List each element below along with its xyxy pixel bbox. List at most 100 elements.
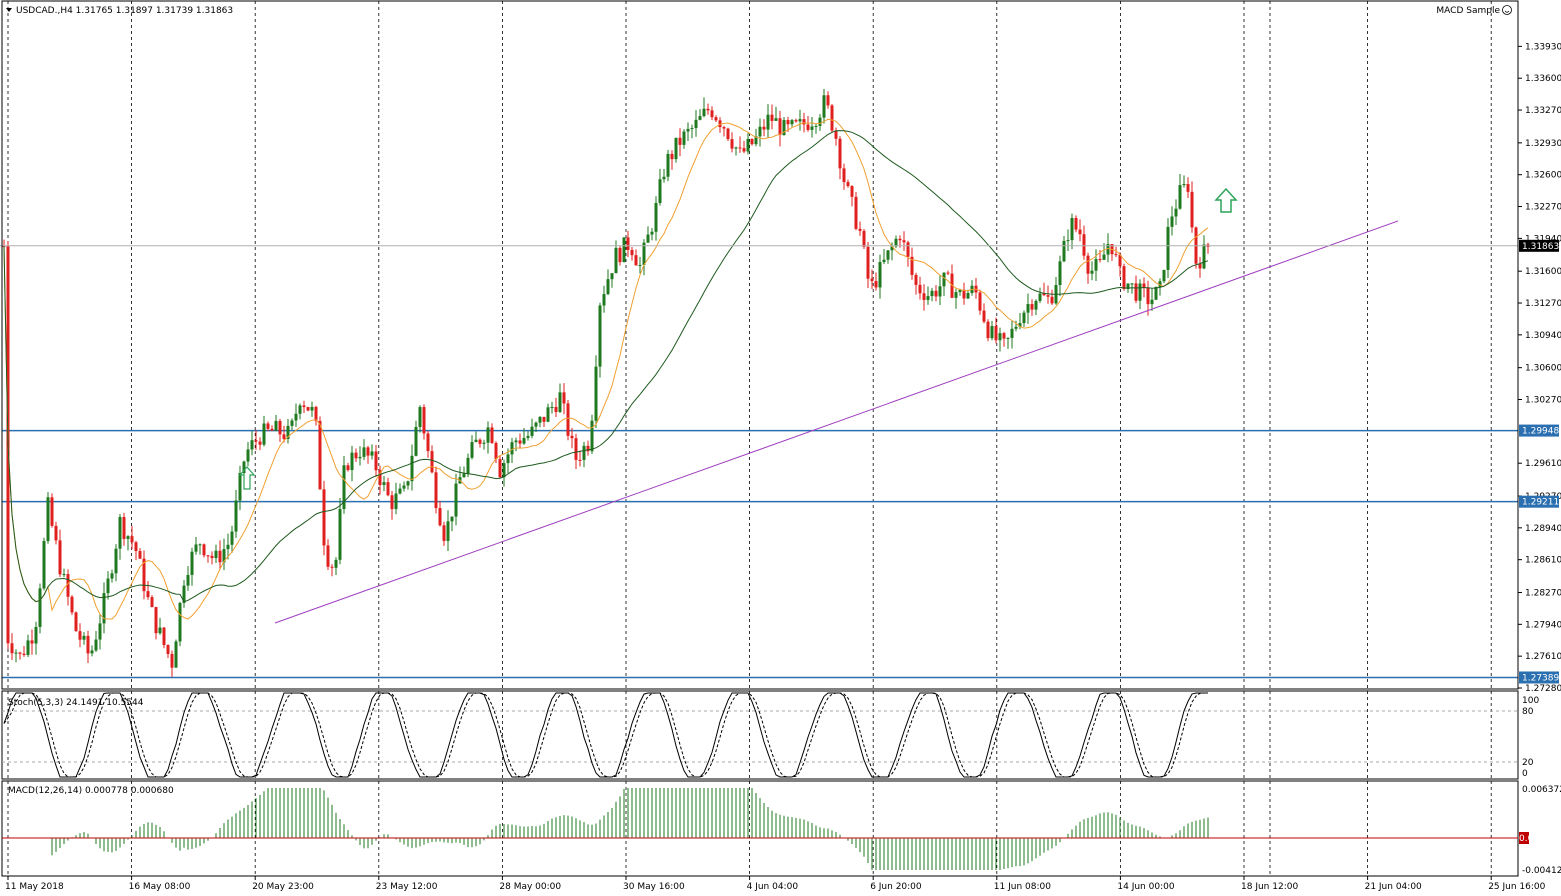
candle-body [322,489,326,546]
candle-body [1154,286,1158,300]
candle-body [1018,323,1022,327]
candle-body [250,440,254,450]
dropdown-triangle-icon[interactable] [6,8,12,12]
level-tag-label: 1.29211 [1522,498,1559,508]
candle-body [482,442,486,444]
stoch-tick-label: 80 [1522,707,1534,717]
candle-body [158,627,162,634]
candle-body [14,652,18,654]
candle-body [890,246,894,251]
macd-panel [2,788,1518,870]
smiley-icon[interactable] [1502,5,1512,15]
candle-body [478,439,482,444]
price-tick-label: 1.30600 [1525,364,1561,374]
macd-histogram [51,788,1209,870]
candle-body [1106,244,1110,255]
candle-body [382,482,386,486]
candle-body [74,612,78,632]
candle-body [1050,296,1054,304]
level-tag [1519,424,1559,437]
candle-body [866,246,870,279]
candle-body [662,176,666,180]
candle-body [318,420,322,490]
candle-body [494,442,498,460]
candle-body [566,403,570,436]
candle-body [1086,255,1090,274]
candle-body [278,420,282,435]
candle-body [46,497,50,542]
candle-body [850,186,854,197]
candle-body [246,449,250,462]
price-tick-label: 1.33930 [1525,42,1561,52]
candle-body [1030,304,1034,310]
candle-body [1198,263,1202,269]
candle-body [70,596,74,613]
candle-body [654,202,658,232]
candle-body [214,550,218,559]
candle-body [490,427,494,443]
candle-body [598,305,602,367]
candle-body [270,428,274,431]
candle-body [902,240,906,243]
candle-body [590,420,594,452]
price-tick-label: 1.33600 [1525,74,1561,84]
candle-body [414,426,418,456]
candle-body [1150,299,1154,305]
candle-body [282,434,286,439]
candle-body [442,525,446,541]
candle-body [734,147,738,149]
candle-body [838,138,842,169]
candle-body [630,249,634,256]
time-tick-label: 28 May 00:00 [499,882,561,892]
candle-body [50,497,54,526]
candle-body [198,544,202,546]
candle-body [834,130,838,139]
level-tag-label: 1.29948 [1522,427,1559,437]
candle-body [710,110,714,118]
candle-body [398,488,402,494]
candle-body [346,465,350,471]
candle-body [430,451,434,473]
candle-body [418,407,422,427]
candle-body [1026,304,1030,313]
candle-body [1090,270,1094,274]
candle-body [682,131,686,145]
current-price-label: 1.31863 [1522,242,1559,252]
candle-body [402,485,406,489]
candle-body [110,573,114,579]
candle-body [38,588,42,627]
candle-body [358,456,362,459]
candle-body [518,440,522,444]
price-tick-label: 1.28940 [1525,524,1561,534]
candle-body [870,278,874,282]
candle-body [1114,254,1118,256]
candle-body [562,392,566,404]
candle-body [22,653,26,656]
candle-body [1142,283,1146,288]
candle-body [986,321,990,339]
candle-body [1166,226,1170,270]
candle-body [1014,326,1018,329]
time-tick-label: 11 Jun 08:00 [994,882,1051,892]
candle-body [878,262,882,288]
ma-slow-line [3,130,1209,603]
candle-body [306,407,310,411]
candle-body [1186,184,1190,192]
stoch-header: Stoch(5,3,3) 24.1491 10.5544 [8,698,144,708]
candle-body [570,435,574,439]
candle-body [1006,337,1010,339]
candle-body [942,272,946,287]
candle-body [62,574,66,576]
candle-body [614,247,618,274]
candle-body [298,405,302,414]
candle-body [806,124,810,130]
trendline[interactable] [274,220,1399,624]
stochastic-panel [2,692,1518,778]
time-tick-label: 6 Jun 20:00 [870,882,922,892]
candle-body [574,438,578,460]
price-tick-label: 1.28270 [1525,588,1561,598]
candle-body [78,631,82,640]
candle-body [790,120,794,125]
candle-body [826,95,830,106]
